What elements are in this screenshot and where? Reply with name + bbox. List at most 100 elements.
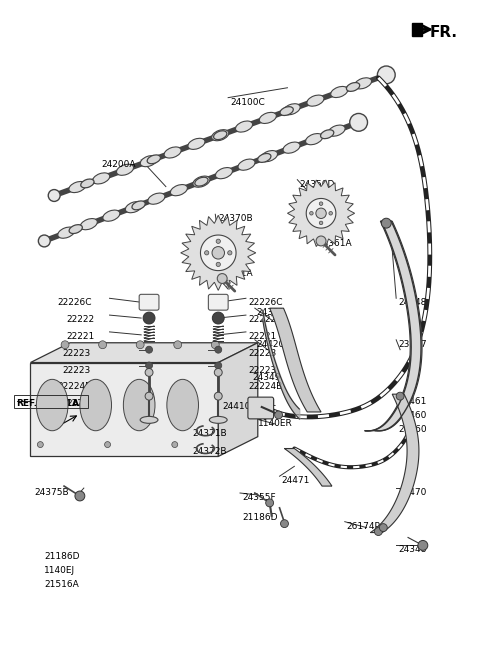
Text: 24100C: 24100C <box>230 98 265 107</box>
Text: FR.: FR. <box>430 25 458 41</box>
Ellipse shape <box>328 125 345 136</box>
Circle shape <box>350 114 368 131</box>
Text: 24461: 24461 <box>398 397 427 406</box>
Circle shape <box>61 341 69 349</box>
Ellipse shape <box>117 164 133 175</box>
Polygon shape <box>218 343 258 457</box>
Text: 1140ER: 1140ER <box>258 419 292 428</box>
Circle shape <box>316 208 326 218</box>
Text: 24372B: 24372B <box>192 446 227 455</box>
Ellipse shape <box>193 176 210 187</box>
Circle shape <box>381 218 391 228</box>
Text: 24355F: 24355F <box>242 493 276 502</box>
Polygon shape <box>270 308 321 412</box>
Circle shape <box>275 411 283 419</box>
Text: 22221: 22221 <box>248 332 276 341</box>
Polygon shape <box>412 23 422 36</box>
Polygon shape <box>285 448 332 486</box>
Ellipse shape <box>132 201 145 210</box>
Ellipse shape <box>93 173 110 184</box>
Ellipse shape <box>140 417 158 423</box>
Text: 24348: 24348 <box>398 298 427 307</box>
Circle shape <box>145 362 153 369</box>
Circle shape <box>374 528 383 536</box>
Circle shape <box>266 499 274 507</box>
Circle shape <box>214 392 222 400</box>
Ellipse shape <box>209 417 227 423</box>
Polygon shape <box>180 215 256 291</box>
Ellipse shape <box>69 225 83 234</box>
Polygon shape <box>364 221 422 431</box>
Circle shape <box>418 541 428 550</box>
Text: 24321: 24321 <box>257 308 285 317</box>
Ellipse shape <box>236 121 252 132</box>
Ellipse shape <box>164 147 181 158</box>
Ellipse shape <box>212 130 229 141</box>
Polygon shape <box>288 180 355 247</box>
Ellipse shape <box>103 210 120 221</box>
Text: 22223: 22223 <box>248 349 276 358</box>
Text: 23367: 23367 <box>398 340 427 349</box>
Text: 24350D: 24350D <box>300 180 335 189</box>
Text: 24470: 24470 <box>398 488 427 497</box>
Circle shape <box>37 442 43 448</box>
Circle shape <box>396 392 404 400</box>
Text: 22224B: 22224B <box>57 382 91 391</box>
Circle shape <box>215 362 222 369</box>
FancyBboxPatch shape <box>248 397 274 419</box>
Text: 24200A: 24200A <box>102 160 136 169</box>
Circle shape <box>319 202 323 205</box>
Text: 24370B: 24370B <box>218 214 253 224</box>
Circle shape <box>204 251 209 255</box>
Ellipse shape <box>347 83 360 91</box>
Circle shape <box>379 524 387 532</box>
Polygon shape <box>30 343 258 362</box>
Text: 22212: 22212 <box>66 399 94 408</box>
Circle shape <box>214 368 222 377</box>
Text: REF.20-221A: REF.20-221A <box>17 399 80 408</box>
Polygon shape <box>371 394 419 532</box>
Ellipse shape <box>238 159 255 171</box>
Circle shape <box>280 519 288 528</box>
Text: 21516A: 21516A <box>44 580 79 589</box>
FancyBboxPatch shape <box>208 295 228 310</box>
Ellipse shape <box>58 227 75 238</box>
Polygon shape <box>306 198 336 228</box>
Polygon shape <box>30 362 218 457</box>
Ellipse shape <box>170 185 187 196</box>
Circle shape <box>145 346 153 353</box>
Ellipse shape <box>125 202 143 213</box>
Ellipse shape <box>283 142 300 153</box>
Ellipse shape <box>147 155 160 163</box>
Circle shape <box>211 341 219 349</box>
Circle shape <box>174 341 182 349</box>
Ellipse shape <box>283 104 300 115</box>
Text: 24361A: 24361A <box>317 239 352 248</box>
Text: 22223: 22223 <box>62 366 90 375</box>
Ellipse shape <box>188 138 205 149</box>
Text: 22221: 22221 <box>66 332 94 341</box>
Circle shape <box>143 312 155 324</box>
Ellipse shape <box>80 379 111 431</box>
Text: 24361A: 24361A <box>218 269 253 278</box>
Ellipse shape <box>355 78 372 89</box>
Ellipse shape <box>258 154 271 162</box>
Text: 24371B: 24371B <box>192 429 227 438</box>
Circle shape <box>377 66 395 84</box>
Circle shape <box>319 221 323 225</box>
Text: 22226C: 22226C <box>248 298 282 307</box>
Circle shape <box>212 247 225 259</box>
Circle shape <box>216 262 220 267</box>
Circle shape <box>145 392 153 400</box>
Ellipse shape <box>195 177 208 186</box>
Text: 22224B: 22224B <box>248 382 282 391</box>
Text: 1140EJ: 1140EJ <box>44 566 75 575</box>
Text: 26160: 26160 <box>398 425 427 434</box>
Text: 26174P: 26174P <box>347 522 381 530</box>
Ellipse shape <box>331 87 348 98</box>
Text: 24460: 24460 <box>398 411 427 420</box>
Ellipse shape <box>80 218 97 230</box>
Circle shape <box>75 491 85 501</box>
Circle shape <box>105 442 110 448</box>
Circle shape <box>136 341 144 349</box>
